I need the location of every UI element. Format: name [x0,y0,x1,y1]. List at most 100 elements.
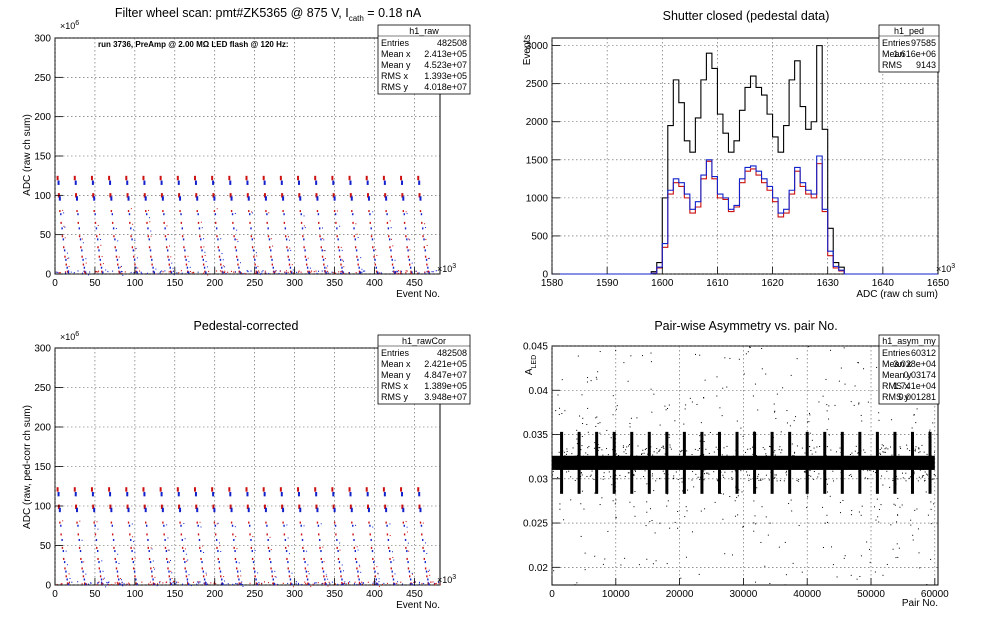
red-point [353,235,356,238]
blue-point [406,550,408,553]
red-point [263,504,266,509]
asymmetry-point [927,474,929,476]
red-point [61,546,64,549]
blue-point [103,577,105,579]
asymmetry-point [723,447,725,449]
asymmetry-outlier [840,456,842,458]
asymmetry-point [616,478,618,480]
asymmetry-point [930,501,932,503]
asymmetry-point [673,478,675,480]
blue-point [390,561,392,564]
red-point [64,567,66,570]
blue-point [58,507,61,513]
baseline-point [379,272,381,274]
red-point [315,504,318,509]
red-point [421,533,423,536]
blue-point [309,267,311,269]
asymmetry-point [576,454,578,456]
blue-point [305,258,308,261]
asymmetry-point [798,478,800,480]
red-point [92,193,95,198]
stats-box-frame [878,334,940,405]
asymmetry-point [790,459,792,461]
baseline-point [309,270,311,272]
blue-point [290,249,292,251]
blue-point [357,570,359,573]
asymmetry-point [690,467,692,469]
baseline-point [348,272,350,274]
baseline-point [120,270,122,273]
asymmetry-point [659,449,661,451]
asymmetry-point [796,479,798,481]
asymmetry-outlier [834,404,836,406]
blue-point [341,578,343,581]
asymmetry-outlier [795,416,797,418]
red-point [169,245,171,247]
red-point [321,255,324,258]
red-point [300,221,303,224]
blue-point [224,266,226,268]
blue-point [115,561,117,564]
red-point [326,267,328,269]
asymmetry-outlier [652,563,654,565]
red-point [254,263,256,266]
blue-point [160,491,163,497]
baseline-point [64,271,66,273]
red-point [290,270,292,273]
asymmetry-point [753,500,755,502]
asymmetry-point [921,461,923,463]
asymmetry-point [632,474,634,476]
asymmetry-point [810,462,812,464]
baseline-point [235,582,237,585]
blue-point [215,227,218,230]
asymmetry-point [874,471,876,473]
blue-point [194,180,197,185]
red-point [160,193,163,198]
panel-pedestal-frame [551,37,939,275]
asymmetry-point [880,453,882,455]
asymmetry-outlier [734,500,736,502]
red-point [211,175,214,181]
red-point [307,257,309,259]
asymmetry-point [599,422,601,424]
asymmetry-outlier [596,378,598,380]
asymmetry-point [670,448,672,450]
baseline-point [305,582,307,585]
blue-point [149,561,152,564]
blue-point [156,585,158,587]
red-point [143,193,146,198]
blue-point [425,227,427,229]
baseline-point [116,581,118,583]
asymmetry-point [679,451,681,453]
asymmetry-point [699,478,701,480]
red-point [183,557,185,560]
asymmetry-point [554,465,556,467]
asymmetry-point [647,453,649,455]
asymmetry-outlier [581,394,583,396]
x-tick-label: 50000 [857,589,885,600]
blue-point [322,258,325,261]
blue-point [114,238,116,241]
blue-point [375,578,378,581]
red-point [356,255,358,258]
asymmetry-point [819,445,821,447]
baseline-point [168,271,170,273]
red-point [151,263,153,266]
asymmetry-point [673,475,675,477]
asymmetry-point [929,431,931,433]
blue-point [145,524,148,527]
baseline-point [154,583,156,585]
baseline-point [364,270,366,272]
blue-point [82,570,84,573]
asymmetry-outlier [892,480,894,482]
red-point [267,546,270,549]
asymmetry-point [586,465,588,467]
asymmetry-point [581,474,583,476]
asymmetry-point [817,476,819,478]
asymmetry-point [738,489,740,491]
blue-point [392,578,395,581]
asymmetry-point [930,523,932,525]
red-point [355,223,357,225]
red-point [169,270,172,273]
blue-point [360,571,362,573]
